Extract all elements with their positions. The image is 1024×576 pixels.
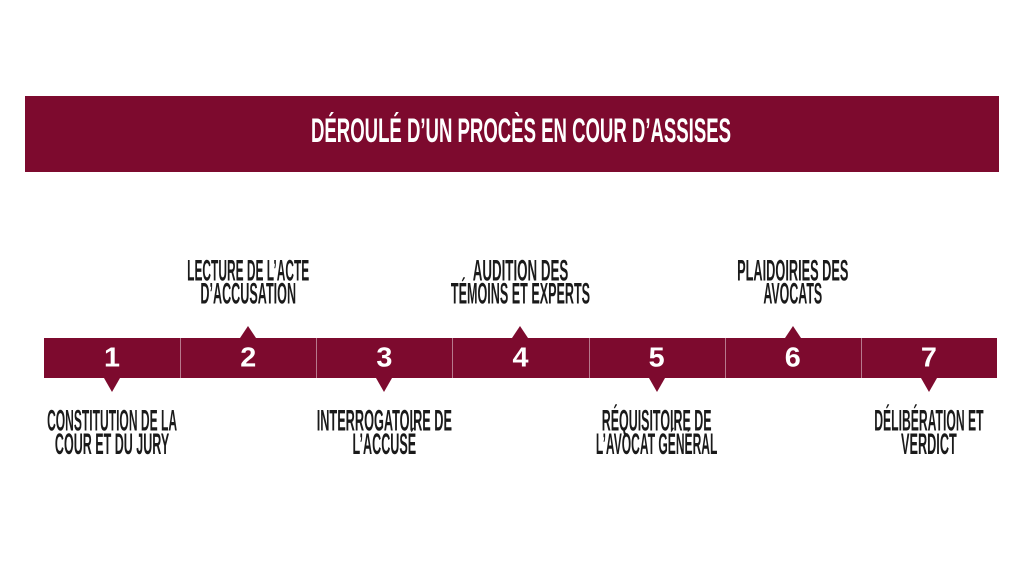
- svg-text:DÉROULÉ D’UN PROCÈS EN COUR D’: DÉROULÉ D’UN PROCÈS EN COUR D’ASSISES: [311, 112, 731, 150]
- svg-text:COUR ET DU JURY: COUR ET DU JURY: [55, 428, 169, 461]
- svg-text:2: 2: [240, 342, 256, 373]
- svg-text:1: 1: [104, 342, 120, 373]
- svg-text:3: 3: [376, 342, 392, 373]
- svg-text:L’ACCUSÉ: L’ACCUSÉ: [353, 427, 417, 461]
- svg-text:D’ACCUSATION: D’ACCUSATION: [200, 277, 296, 310]
- svg-text:5: 5: [649, 342, 665, 373]
- svg-text:7: 7: [921, 342, 937, 373]
- svg-text:AVOCATS: AVOCATS: [763, 277, 822, 310]
- svg-text:4: 4: [512, 342, 528, 373]
- svg-text:VERDICT: VERDICT: [901, 428, 957, 461]
- svg-text:6: 6: [785, 342, 801, 373]
- svg-text:L’AVOCAT GÉNÉRAL: L’AVOCAT GÉNÉRAL: [596, 427, 718, 461]
- svg-text:TÉMOINS ET EXPERTS: TÉMOINS ET EXPERTS: [451, 276, 590, 310]
